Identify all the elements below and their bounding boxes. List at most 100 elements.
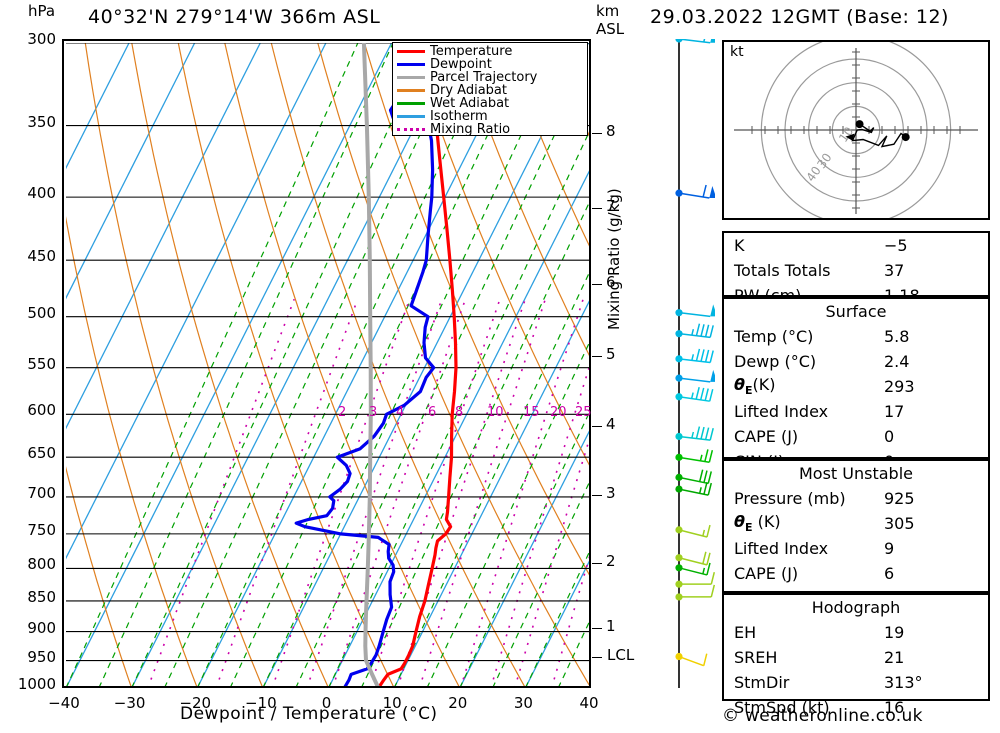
stat-key: θE(K) bbox=[734, 375, 776, 398]
temp-tick-20: 20 bbox=[448, 694, 468, 712]
height-tick-4: 4 bbox=[606, 415, 616, 434]
stat-row: Dewp (°C) 2.4 bbox=[724, 349, 988, 374]
temp-tick-30: 30 bbox=[513, 694, 533, 712]
wind-barb bbox=[675, 39, 715, 44]
pressure-tick-650: 650 bbox=[27, 444, 56, 463]
wind-barb-shaft bbox=[678, 39, 711, 44]
pressure-tick-600: 600 bbox=[27, 401, 56, 420]
lcl-tick-mark bbox=[592, 656, 602, 658]
mixing-ratio-axis-title: Mixing Ratio (g/kg) bbox=[605, 188, 623, 330]
legend-item-parcel-trajectory: Parcel Trajectory bbox=[397, 71, 587, 84]
legend-label: Isotherm bbox=[430, 109, 488, 124]
mixing-ratio-line bbox=[306, 298, 443, 686]
wet-adiabat-line bbox=[295, 59, 589, 686]
wind-barb bbox=[675, 562, 711, 576]
stat-row: StmSpd (kt) 16 bbox=[724, 695, 988, 720]
wind-barb bbox=[675, 449, 714, 463]
wind-barb-full bbox=[708, 389, 714, 402]
wind-barb-full bbox=[708, 450, 714, 463]
isotherm-line bbox=[197, 43, 524, 686]
stat-key: Pressure (mb) bbox=[734, 489, 846, 508]
pressure-tick-850: 850 bbox=[27, 587, 56, 606]
pressure-tick-550: 550 bbox=[27, 354, 56, 373]
mixing-ratio-label-10: 10 bbox=[487, 405, 504, 420]
pressure-tick-450: 450 bbox=[27, 247, 56, 266]
wet-adiabat-line bbox=[427, 342, 589, 686]
mixing-ratio-label-15: 15 bbox=[523, 405, 540, 420]
isotherm-line bbox=[131, 43, 458, 686]
legend-swatch bbox=[397, 50, 425, 53]
height-tick-mark bbox=[592, 355, 602, 357]
wind-barb-full bbox=[700, 349, 705, 362]
mixing-ratio-label-8: 8 bbox=[455, 405, 464, 420]
skewt-canvas bbox=[66, 43, 589, 686]
isotherm-line bbox=[66, 43, 196, 300]
wind-barb-full bbox=[706, 524, 711, 538]
wind-barb-full bbox=[695, 348, 701, 362]
dry-adiabat-line bbox=[503, 43, 589, 247]
isotherm-line bbox=[66, 43, 327, 560]
hodograph-marker bbox=[855, 120, 864, 129]
wind-barb-pennant bbox=[710, 304, 715, 317]
copyright-label: © weatheronline.co.uk bbox=[722, 706, 923, 726]
pressure-tick-700: 700 bbox=[27, 483, 56, 502]
stat-row: Lifted Index 17 bbox=[724, 399, 988, 424]
legend-label: Dry Adiabat bbox=[430, 83, 507, 98]
legend-swatch bbox=[397, 63, 425, 66]
wind-barb bbox=[675, 369, 715, 383]
stat-value: 16 bbox=[884, 698, 905, 717]
wet-adiabat-line bbox=[230, 43, 531, 686]
temp-tick--40: −40 bbox=[48, 694, 80, 712]
height-tick-mark bbox=[592, 628, 602, 630]
mixing-ratio-label-4: 4 bbox=[396, 405, 405, 420]
wind-barb-half bbox=[691, 329, 695, 336]
temp-tick-0: 0 bbox=[321, 694, 332, 712]
mixing-ratio-line bbox=[419, 298, 547, 686]
wind-barb-full bbox=[702, 551, 707, 564]
height-tick-2: 2 bbox=[606, 552, 616, 571]
wind-barb-pennant bbox=[710, 39, 715, 43]
wind-barb-pennant bbox=[709, 186, 715, 199]
wind-barb bbox=[675, 426, 714, 441]
wind-barb-half bbox=[702, 567, 706, 575]
wind-barb bbox=[675, 348, 714, 364]
height-tick-mark bbox=[592, 426, 602, 428]
stat-row: θE(K) 293 bbox=[724, 374, 988, 399]
legend-label: Parcel Trajectory bbox=[430, 70, 538, 85]
stat-key: K bbox=[734, 236, 745, 255]
isotherm-line bbox=[460, 430, 589, 686]
mixing-ratio-label-2: 2 bbox=[338, 405, 347, 420]
wind-barb bbox=[675, 387, 714, 402]
pressure-tick-500: 500 bbox=[27, 303, 56, 322]
wind-barb-shaft bbox=[678, 332, 711, 339]
wind-barb-full bbox=[704, 388, 709, 401]
stat-key: EH bbox=[734, 623, 757, 642]
legend-item-dry-adiabat: Dry Adiabat bbox=[397, 84, 587, 97]
wind-barb-full bbox=[707, 471, 713, 484]
stat-value: 9 bbox=[884, 539, 895, 558]
isotherm-line bbox=[394, 300, 589, 686]
dry-adiabat-line bbox=[66, 685, 67, 686]
wind-barb bbox=[675, 482, 713, 496]
wind-barb-full bbox=[710, 571, 715, 585]
stat-row: SREH 21 bbox=[724, 645, 988, 670]
stat-value: 19 bbox=[884, 623, 905, 642]
wind-barb-full bbox=[700, 324, 705, 337]
wind-barb-full bbox=[704, 324, 710, 338]
height-tick-mark bbox=[592, 494, 602, 496]
legend-swatch bbox=[397, 89, 425, 92]
mixing-ratio-label-25: 25 bbox=[575, 405, 592, 420]
wind-barb-full bbox=[703, 653, 708, 666]
hodograph-panel: kt 10 30 40 bbox=[722, 25, 990, 235]
stat-value: 37 bbox=[884, 261, 905, 280]
wind-barb-full bbox=[709, 427, 714, 441]
hodograph-heading: Hodograph bbox=[811, 598, 901, 617]
hodograph-unit-label: kt bbox=[730, 44, 744, 60]
datetime-label: 29.03.2022 12GMT (Base: 12) bbox=[650, 6, 949, 28]
wind-barb-half bbox=[690, 392, 694, 399]
dry-adiabat-line bbox=[317, 43, 589, 686]
stat-row: θE (K) 305 bbox=[724, 511, 988, 536]
dry-adiabat-line bbox=[84, 43, 263, 686]
wind-barb-full bbox=[709, 325, 714, 338]
